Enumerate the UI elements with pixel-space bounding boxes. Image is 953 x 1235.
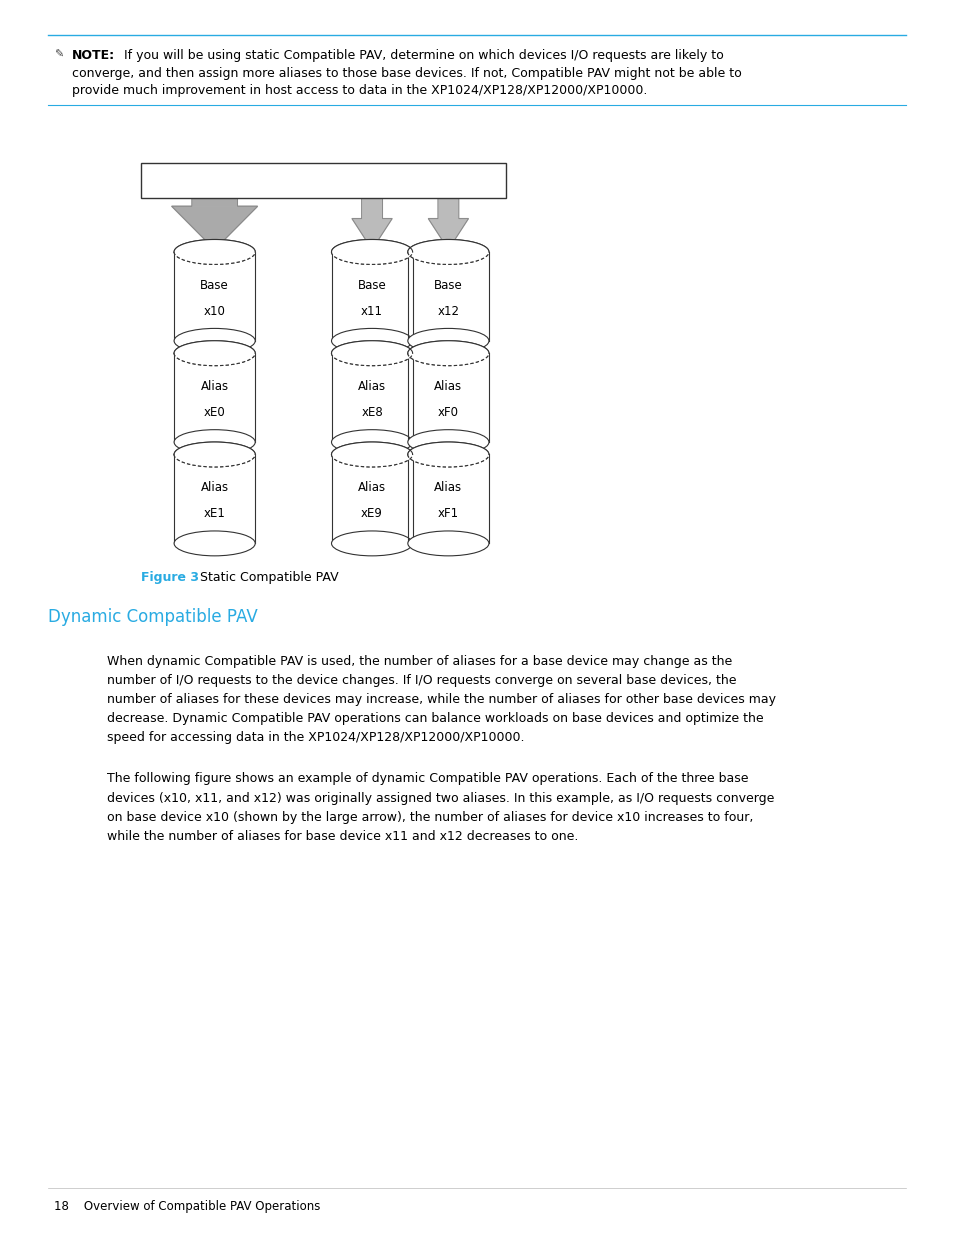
Text: x12: x12 <box>436 305 459 317</box>
Ellipse shape <box>331 240 412 264</box>
Text: Base: Base <box>200 279 229 291</box>
Text: Static Compatible PAV: Static Compatible PAV <box>200 571 338 584</box>
Text: decrease. Dynamic Compatible PAV operations can balance workloads on base device: decrease. Dynamic Compatible PAV operati… <box>107 711 762 725</box>
Bar <box>141 163 505 198</box>
Bar <box>437 198 458 219</box>
Text: The following figure shows an example of dynamic Compatible PAV operations. Each: The following figure shows an example of… <box>107 773 747 785</box>
Bar <box>332 454 413 543</box>
Text: Alias: Alias <box>357 380 386 393</box>
Text: NOTE:: NOTE: <box>71 49 114 63</box>
Text: x10: x10 <box>204 305 225 317</box>
Text: number of aliases for these devices may increase, while the number of aliases fo: number of aliases for these devices may … <box>107 693 775 706</box>
Text: Alias: Alias <box>200 482 229 494</box>
Ellipse shape <box>173 531 254 556</box>
Text: xE8: xE8 <box>361 406 382 419</box>
Ellipse shape <box>331 430 412 454</box>
Text: Alias: Alias <box>200 380 229 393</box>
Text: ✎: ✎ <box>54 49 64 59</box>
Ellipse shape <box>331 341 412 366</box>
Ellipse shape <box>407 442 488 467</box>
Ellipse shape <box>407 531 488 556</box>
Text: 18    Overview of Compatible PAV Operations: 18 Overview of Compatible PAV Operations <box>54 1200 320 1214</box>
Bar <box>407 252 488 341</box>
Text: speed for accessing data in the XP1024/XP128/XP12000/XP10000.: speed for accessing data in the XP1024/X… <box>107 731 524 745</box>
Bar <box>192 198 237 206</box>
Text: Base: Base <box>434 279 462 291</box>
Bar <box>407 353 488 442</box>
Bar <box>173 353 254 442</box>
Polygon shape <box>428 219 468 249</box>
Polygon shape <box>352 219 392 249</box>
Text: xF1: xF1 <box>437 508 458 520</box>
Bar <box>361 198 382 219</box>
Ellipse shape <box>331 442 412 467</box>
Ellipse shape <box>173 329 254 353</box>
Ellipse shape <box>173 240 254 264</box>
Text: xE0: xE0 <box>204 406 225 419</box>
Ellipse shape <box>407 430 488 454</box>
Bar <box>407 454 488 543</box>
Ellipse shape <box>407 329 488 353</box>
Ellipse shape <box>173 341 254 366</box>
Text: xF0: xF0 <box>437 406 458 419</box>
Text: devices (x10, x11, and x12) was originally assigned two aliases. In this example: devices (x10, x11, and x12) was original… <box>107 792 774 805</box>
Ellipse shape <box>331 329 412 353</box>
Bar <box>332 353 413 442</box>
Bar <box>332 252 413 341</box>
Bar <box>173 252 254 341</box>
Text: x11: x11 <box>360 305 383 317</box>
Text: Alias: Alias <box>357 482 386 494</box>
Bar <box>173 454 254 543</box>
Text: I/O Supervisor: I/O Supervisor <box>276 174 370 186</box>
Text: Figure 3: Figure 3 <box>141 571 199 584</box>
Ellipse shape <box>331 531 412 556</box>
Ellipse shape <box>173 442 254 467</box>
Text: Base: Base <box>357 279 386 291</box>
Text: If you will be using static Compatible PAV, determine on which devices I/O reque: If you will be using static Compatible P… <box>124 49 723 63</box>
Text: provide much improvement in host access to data in the XP1024/XP128/XP12000/XP10: provide much improvement in host access … <box>71 84 646 98</box>
Text: Alias: Alias <box>434 380 462 393</box>
Text: xE9: xE9 <box>361 508 382 520</box>
Text: When dynamic Compatible PAV is used, the number of aliases for a base device may: When dynamic Compatible PAV is used, the… <box>107 655 731 668</box>
Polygon shape <box>172 206 257 249</box>
Text: while the number of aliases for base device x11 and x12 decreases to one.: while the number of aliases for base dev… <box>107 830 578 844</box>
Text: xE1: xE1 <box>204 508 225 520</box>
Text: on base device x10 (shown by the large arrow), the number of aliases for device : on base device x10 (shown by the large a… <box>107 810 753 824</box>
Text: Alias: Alias <box>434 482 462 494</box>
Text: Dynamic Compatible PAV: Dynamic Compatible PAV <box>48 608 257 626</box>
Text: converge, and then assign more aliases to those base devices. If not, Compatible: converge, and then assign more aliases t… <box>71 67 740 80</box>
Text: number of I/O requests to the device changes. If I/O requests converge on severa: number of I/O requests to the device cha… <box>107 674 736 687</box>
Ellipse shape <box>407 341 488 366</box>
Ellipse shape <box>173 430 254 454</box>
Ellipse shape <box>407 240 488 264</box>
